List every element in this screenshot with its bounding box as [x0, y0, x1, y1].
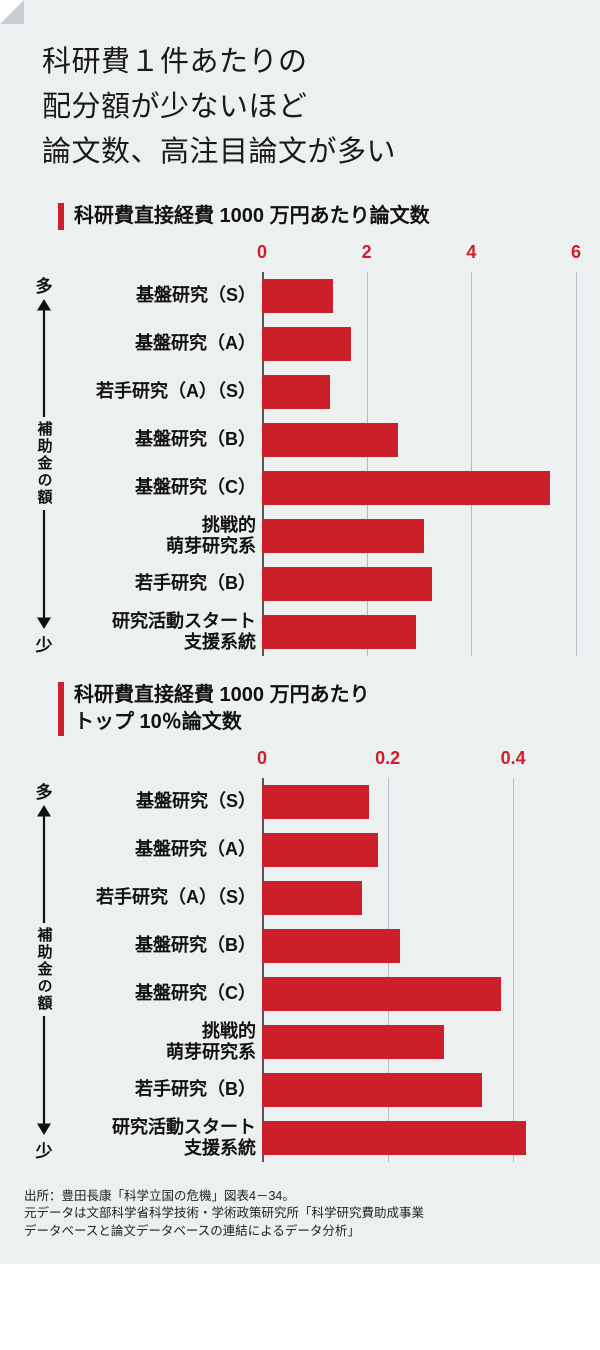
tick-label: 0.4: [501, 748, 526, 769]
tick-label: 0: [257, 242, 267, 263]
bar: [262, 471, 550, 505]
headline: 科研費１件あたりの 配分額が少ないほど 論文数、高注目論文が多い: [42, 40, 576, 175]
chart-layout: 多補助金の額少基盤研究（S）基盤研究（A）若手研究（A）（S）基盤研究（B）基盤…: [24, 238, 576, 656]
category-label: 基盤研究（B）: [64, 922, 262, 970]
chart2: 科研費直接経費 1000 万円あたり トップ 10％論文数多補助金の額少基盤研究…: [24, 682, 576, 1162]
charts-container: 科研費直接経費 1000 万円あたり論文数多補助金の額少基盤研究（S）基盤研究（…: [24, 203, 576, 1162]
bar-row: [262, 560, 576, 608]
category-labels: 基盤研究（S）基盤研究（A）若手研究（A）（S）基盤研究（B）基盤研究（C）挑戦…: [64, 744, 262, 1162]
category-label: 基盤研究（C）: [64, 970, 262, 1018]
bar: [262, 279, 333, 313]
bar-row: [262, 1018, 576, 1066]
x-axis-ticks: 00.20.4: [262, 744, 576, 778]
y-axis-indicator: 多補助金の額少: [24, 238, 64, 656]
y-axis-middle-label: 補助金の額: [34, 417, 55, 510]
x-axis-ticks: 0246: [262, 238, 576, 272]
bar: [262, 881, 362, 915]
chart-layout: 多補助金の額少基盤研究（S）基盤研究（A）若手研究（A）（S）基盤研究（B）基盤…: [24, 744, 576, 1162]
bar: [262, 423, 398, 457]
bar: [262, 615, 416, 649]
chart-title: 科研費直接経費 1000 万円あたり論文数: [58, 203, 576, 230]
bar-row: [262, 608, 576, 656]
category-label: 基盤研究（A）: [64, 826, 262, 874]
y-axis-bottom-label: 少: [36, 631, 53, 656]
y-axis-arrow: 補助金の額: [34, 805, 55, 1135]
bar: [262, 1121, 526, 1155]
category-label: 基盤研究（S）: [64, 272, 262, 320]
bar-row: [262, 416, 576, 464]
bar: [262, 977, 501, 1011]
tick-label: 6: [571, 242, 581, 263]
category-labels: 基盤研究（S）基盤研究（A）若手研究（A）（S）基盤研究（B）基盤研究（C）挑戦…: [64, 238, 262, 656]
bar-row: [262, 512, 576, 560]
bar-row: [262, 1066, 576, 1114]
category-label: 若手研究（A）（S）: [64, 874, 262, 922]
y-axis-bottom-label: 少: [36, 1137, 53, 1162]
y-axis-arrow: 補助金の額: [34, 299, 55, 629]
bar-row: [262, 970, 576, 1018]
bar-row: [262, 778, 576, 826]
category-label: 基盤研究（S）: [64, 778, 262, 826]
y-axis-top-label: 多: [36, 778, 53, 803]
bar-row: [262, 874, 576, 922]
category-label: 研究活動スタート 支援系統: [64, 608, 262, 656]
chart1: 科研費直接経費 1000 万円あたり論文数多補助金の額少基盤研究（S）基盤研究（…: [24, 203, 576, 656]
bar: [262, 1073, 482, 1107]
bar: [262, 785, 369, 819]
category-label: 研究活動スタート 支援系統: [64, 1114, 262, 1162]
y-axis-top-label: 多: [36, 272, 53, 297]
tick-label: 0.2: [375, 748, 400, 769]
category-label: 基盤研究（C）: [64, 464, 262, 512]
plot-area: 0246: [262, 238, 576, 656]
bar-row: [262, 826, 576, 874]
plot-area: 00.20.4: [262, 744, 576, 1162]
bar: [262, 567, 432, 601]
bar: [262, 833, 378, 867]
category-label: 挑戦的 萌芽研究系: [64, 1018, 262, 1066]
bars-region: [262, 778, 576, 1162]
y-axis-middle-label: 補助金の額: [34, 923, 55, 1016]
infographic-page: 科研費１件あたりの 配分額が少ないほど 論文数、高注目論文が多い 科研費直接経費…: [0, 0, 600, 1264]
grid-line: [576, 272, 577, 656]
category-label: 基盤研究（B）: [64, 416, 262, 464]
bar-row: [262, 1114, 576, 1162]
category-label: 挑戦的 萌芽研究系: [64, 512, 262, 560]
tick-label: 2: [362, 242, 372, 263]
chart-title: 科研費直接経費 1000 万円あたり トップ 10％論文数: [58, 682, 576, 736]
bar-row: [262, 272, 576, 320]
bars-region: [262, 272, 576, 656]
y-axis-indicator: 多補助金の額少: [24, 744, 64, 1162]
bar: [262, 375, 330, 409]
bar-row: [262, 320, 576, 368]
category-label: 若手研究（B）: [64, 560, 262, 608]
bar-row: [262, 464, 576, 512]
tick-label: 0: [257, 748, 267, 769]
bar: [262, 327, 351, 361]
category-label: 若手研究（A）（S）: [64, 368, 262, 416]
page-fold-corner: [0, 0, 24, 24]
bar: [262, 1025, 444, 1059]
bar-row: [262, 368, 576, 416]
bar: [262, 929, 400, 963]
tick-label: 4: [466, 242, 476, 263]
source-footnote: 出所：豊田長康「科学立国の危機」図表4－34。 元データは文部科学省科学技術・学…: [24, 1188, 576, 1241]
category-label: 若手研究（B）: [64, 1066, 262, 1114]
bar-row: [262, 922, 576, 970]
bar: [262, 519, 424, 553]
category-label: 基盤研究（A）: [64, 320, 262, 368]
